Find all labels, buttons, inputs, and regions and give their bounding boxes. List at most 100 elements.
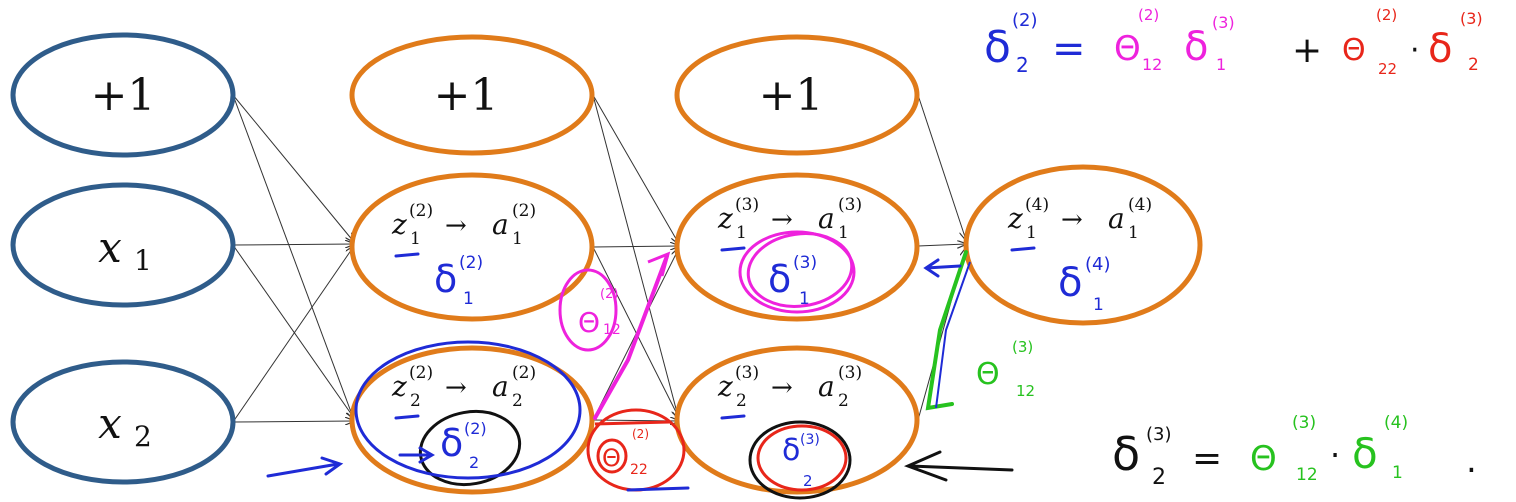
svg-text:Θ: Θ: [1114, 29, 1141, 69]
circle-l2n2-blue: [354, 340, 582, 480]
node-input-x2: [10, 359, 236, 485]
green-theta-sub: 12: [1016, 382, 1035, 400]
svg-text:δ: δ: [1428, 26, 1452, 72]
edge-l3n1-to-l4n1: [917, 244, 966, 246]
edges: [232, 94, 966, 422]
label-input-x1-sub: 1: [134, 244, 152, 277]
blue-arrow-inside-l2n2: [398, 446, 435, 464]
eq1-lhs: δ (2) 2 =: [984, 10, 1086, 77]
node-input-x1: [10, 182, 236, 308]
black-arrow-into-l3n2: [903, 450, 1014, 482]
svg-text:1: 1: [1216, 55, 1226, 74]
magenta-theta-circle: [558, 268, 618, 352]
svg-text:1: 1: [799, 289, 810, 309]
label-layer2-bias: +1: [434, 70, 499, 121]
blue-backprop-trace: [935, 261, 971, 409]
eq2-dot: ·: [1330, 436, 1340, 474]
svg-text:1: 1: [838, 223, 849, 243]
svg-text:a: a: [818, 202, 835, 235]
underline-l3n2-z: [720, 414, 746, 420]
edge-bias2-to-l3n2: [592, 94, 679, 420]
hidden-and-output-layers: [349, 34, 1203, 495]
delta-l4-unit1: δ (4) 1: [1058, 254, 1111, 315]
label-input-x1: x: [98, 223, 122, 272]
label-layer3-bias: +1: [759, 70, 824, 121]
svg-text:1: 1: [512, 229, 523, 249]
equation-delta2-layer2: δ (2) 2 = Θ (2) 12 δ (3) 1 + Θ (2) 22 · …: [984, 6, 1483, 78]
edge-bias3-to-l4n1: [917, 94, 966, 240]
svg-text:z: z: [1007, 202, 1023, 235]
circle-l3n1-delta-magenta-2: [746, 232, 854, 308]
green-edge-trace: [925, 250, 968, 411]
delta-circles: [354, 230, 856, 500]
svg-text:2: 2: [736, 391, 747, 411]
svg-text:Θ: Θ: [1250, 439, 1277, 479]
magenta-theta-sub: 12: [603, 322, 621, 338]
svg-text:→: →: [445, 373, 467, 403]
svg-text:(2): (2): [409, 363, 433, 383]
eq2-theta: Θ (3) 12: [1250, 413, 1318, 485]
svg-text:δ: δ: [782, 433, 800, 468]
svg-text:δ: δ: [1058, 260, 1082, 306]
svg-text:2: 2: [1468, 55, 1479, 75]
svg-text:1: 1: [1026, 223, 1037, 243]
svg-text:(4): (4): [1085, 254, 1111, 275]
svg-text:(4): (4): [1025, 195, 1049, 215]
z-underline-marks: [394, 246, 1036, 420]
svg-text:δ: δ: [768, 257, 791, 301]
svg-text:2: 2: [512, 391, 523, 411]
edge-x1-to-l2n1: [232, 244, 354, 245]
edge-l2n1-to-l3n2: [592, 246, 679, 418]
edge-x1-to-l2n2: [232, 244, 354, 418]
red-weight-annotation: Θ (2) 22: [586, 408, 686, 492]
svg-text:(2): (2): [464, 419, 487, 438]
svg-text:(3): (3): [1146, 424, 1172, 445]
svg-text:(2): (2): [1376, 6, 1397, 24]
svg-text:a: a: [1108, 202, 1125, 235]
svg-text:→: →: [1061, 205, 1083, 235]
svg-text:δ: δ: [1112, 427, 1140, 481]
svg-text:(2): (2): [409, 201, 433, 221]
svg-text:δ: δ: [1184, 24, 1208, 70]
svg-text:z: z: [391, 208, 407, 241]
svg-text:→: →: [771, 205, 793, 235]
svg-text:(3): (3): [800, 432, 820, 448]
edge-bias1-to-l2n1: [232, 94, 354, 242]
svg-text:1: 1: [736, 223, 747, 243]
svg-text:(3): (3): [1212, 13, 1235, 32]
label-input-bias: +1: [91, 70, 156, 121]
svg-text:1: 1: [410, 229, 421, 249]
input-layer: [10, 32, 236, 485]
node-layer3-bias: [674, 34, 920, 156]
node-layer4-unit1: [963, 164, 1203, 326]
svg-text:→: →: [445, 211, 467, 241]
circle-l3n1-delta-magenta: [738, 230, 856, 314]
circle-l3n2-delta-black: [748, 420, 852, 500]
eq2-lhs: δ (3) 2 =: [1112, 424, 1222, 490]
svg-text:1: 1: [1392, 463, 1403, 483]
svg-text:δ: δ: [434, 257, 457, 301]
eq1-plus: +: [1292, 30, 1322, 71]
eq1-term2: Θ (2) 22 · δ (3) 2: [1342, 6, 1483, 78]
svg-text:1: 1: [463, 289, 474, 309]
label-layer4-unit1: z (4) 1 → a (4) 1: [1007, 195, 1152, 243]
svg-text:δ: δ: [440, 421, 463, 465]
svg-text:2: 2: [803, 472, 813, 490]
green-theta-sup: (3): [1012, 338, 1033, 356]
svg-text:(4): (4): [1128, 195, 1152, 215]
svg-text:12: 12: [1142, 55, 1162, 74]
red-theta: Θ: [602, 444, 621, 472]
label-layer2-unit2: z (2) 2 → a (2) 2: [391, 363, 536, 411]
svg-text:2: 2: [1016, 53, 1029, 77]
label-input-x2: x: [98, 399, 122, 448]
green-weight-annotation: Θ (3) 12: [925, 250, 1035, 411]
node-deltas: δ (2) 1 δ (2) 2 δ (3) 1 δ (3) 2 δ (4) 1: [434, 253, 1111, 490]
circle-l2n2-delta-black: [418, 409, 522, 487]
svg-text:(3): (3): [735, 363, 759, 383]
eq2-period: .: [1466, 441, 1477, 481]
edge-bias1-to-l2n2: [232, 94, 354, 420]
svg-text:a: a: [492, 370, 509, 403]
magenta-edge-trace: [593, 254, 669, 420]
svg-text:=: =: [1192, 438, 1222, 479]
magenta-theta-sup: (2): [600, 287, 618, 302]
